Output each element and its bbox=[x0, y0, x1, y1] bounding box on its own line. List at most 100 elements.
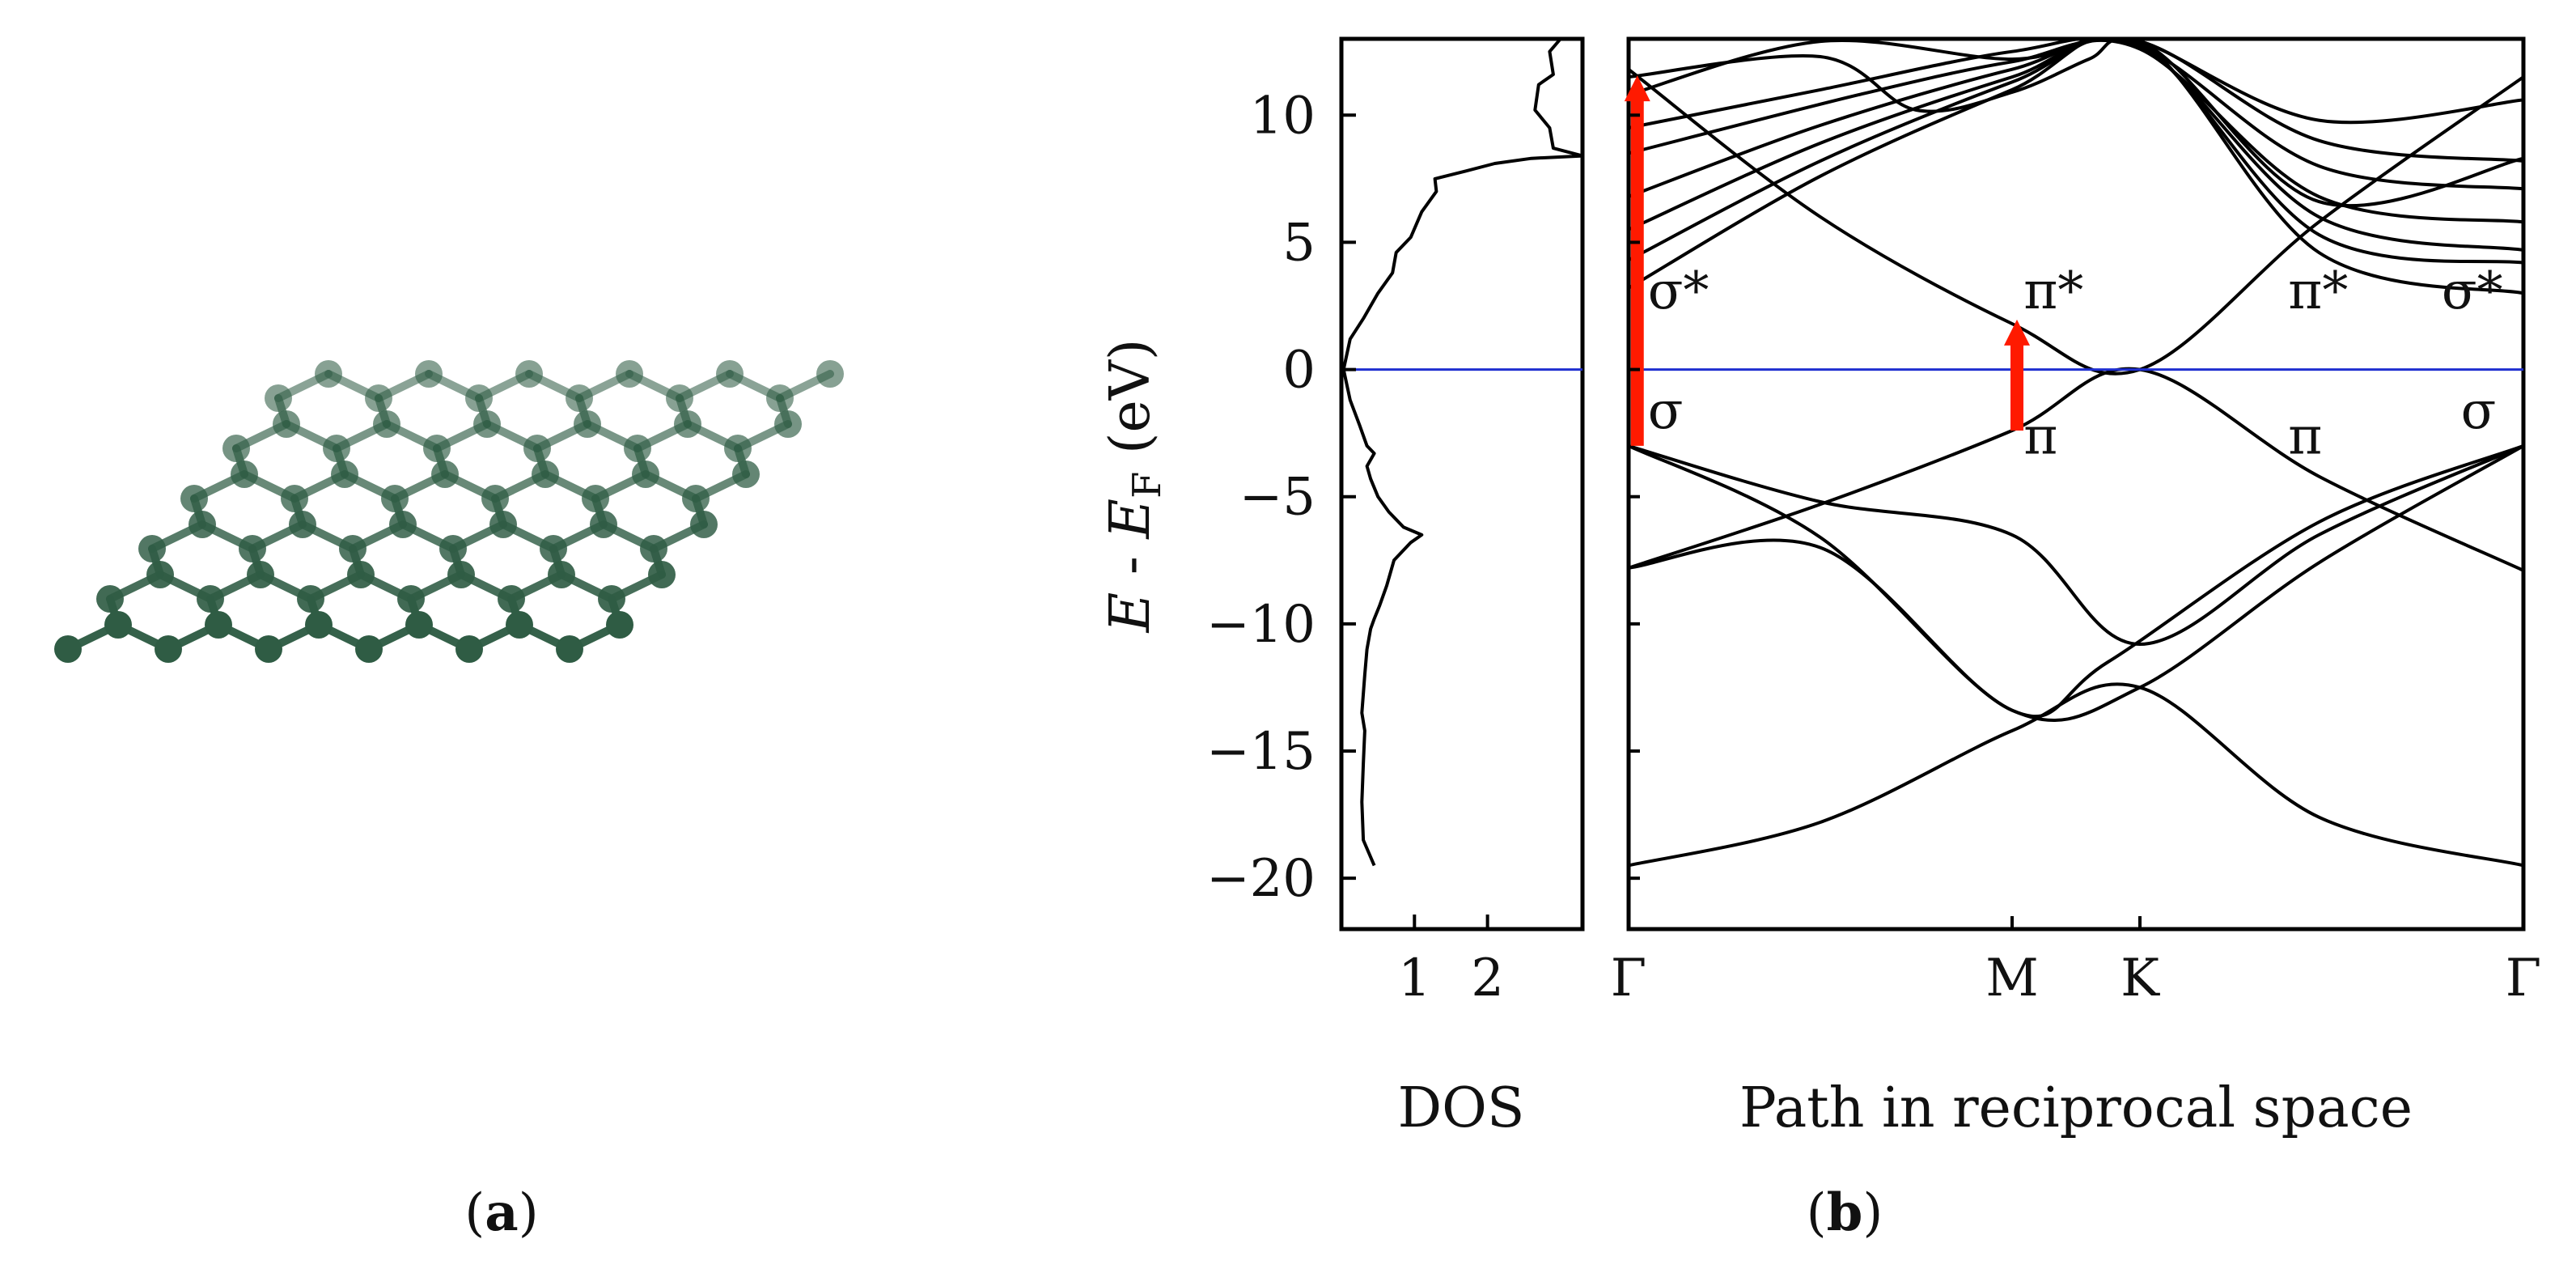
carbon-atom bbox=[405, 611, 433, 639]
band-line-8 bbox=[1629, 39, 2523, 163]
carbon-atom bbox=[281, 485, 308, 512]
band-label: σ bbox=[2461, 381, 2497, 441]
band-label: σ bbox=[1648, 381, 1684, 441]
band-label: π bbox=[2288, 406, 2322, 466]
carbon-atom bbox=[640, 535, 667, 562]
carbon-atom bbox=[690, 511, 718, 538]
carbon-atom bbox=[590, 511, 617, 538]
carbon-atom bbox=[323, 435, 350, 462]
carbon-atom bbox=[373, 410, 400, 438]
y-tick-label: −20 bbox=[1206, 849, 1316, 909]
band-label: π bbox=[2023, 406, 2057, 466]
carbon-atom bbox=[716, 360, 744, 388]
band-line-2 bbox=[1629, 444, 2523, 723]
carbon-atom bbox=[616, 360, 643, 388]
carbon-atom bbox=[180, 485, 208, 512]
carbon-atom bbox=[255, 635, 282, 663]
graphene-lattice bbox=[54, 360, 844, 663]
transition-arrow-head bbox=[2004, 319, 2031, 346]
carbon-atom bbox=[774, 410, 802, 438]
carbon-atom bbox=[205, 611, 232, 639]
carbon-atom bbox=[548, 561, 575, 588]
band-panel: σ* σ π* π π* π σ* σ Γ M K Γ Path in reciprocal spa… bbox=[1611, 36, 2541, 1140]
carbon-atom bbox=[666, 384, 693, 412]
carbon-atom bbox=[231, 460, 258, 488]
carbon-atom bbox=[54, 635, 82, 663]
carbon-atom bbox=[540, 535, 567, 562]
carbon-atom bbox=[197, 585, 224, 613]
carbon-atom bbox=[816, 360, 844, 388]
carbon-atom bbox=[189, 511, 216, 538]
carbon-atom bbox=[297, 585, 324, 613]
carbon-atom bbox=[423, 435, 451, 462]
band-line-10 bbox=[1629, 39, 2523, 224]
carbon-atom bbox=[397, 585, 425, 613]
band-line-14 bbox=[1629, 39, 2523, 295]
carbon-atom bbox=[566, 384, 593, 412]
panel-b-label: (b) bbox=[1807, 1182, 1883, 1243]
carbon-atom bbox=[574, 410, 601, 438]
band-line-13 bbox=[1629, 39, 2523, 262]
carbon-atom bbox=[506, 611, 533, 639]
carbon-atom bbox=[355, 635, 383, 663]
carbon-atom bbox=[766, 384, 794, 412]
band-labels: σ* σ π* π π* π σ* σ bbox=[1648, 261, 2503, 466]
carbon-atom bbox=[682, 485, 710, 512]
carbon-atom bbox=[389, 511, 417, 538]
band-line-4 bbox=[1629, 444, 2523, 646]
y-tick-label: 10 bbox=[1250, 86, 1316, 146]
carbon-atom bbox=[606, 611, 633, 639]
carbon-atom bbox=[674, 410, 701, 438]
carbon-atom bbox=[96, 585, 124, 613]
carbon-atom bbox=[273, 410, 300, 438]
y-axis-label: E - EF (eV) bbox=[1099, 339, 1170, 634]
carbon-atom bbox=[732, 460, 760, 488]
carbon-atom bbox=[146, 561, 174, 588]
lattice-bonds bbox=[64, 370, 834, 653]
carbon-atom bbox=[138, 535, 166, 562]
y-tick-label: −5 bbox=[1239, 468, 1316, 528]
band-line-6 bbox=[1629, 68, 2523, 376]
band-line-3 bbox=[1629, 444, 2523, 719]
carbon-atom bbox=[415, 360, 443, 388]
carbon-atom bbox=[365, 384, 392, 412]
transition-arrows bbox=[1624, 75, 2031, 446]
y-axis-ticks: −20 −15 −10 −5 0 5 10 bbox=[1206, 86, 1640, 909]
carbon-atom bbox=[265, 384, 292, 412]
band-line-11 bbox=[1629, 39, 2523, 252]
transition-arrow-head bbox=[1624, 75, 1650, 102]
carbon-atom bbox=[724, 435, 752, 462]
carbon-atom bbox=[315, 360, 342, 388]
band-line-1 bbox=[1629, 682, 2523, 868]
carbon-atom bbox=[532, 460, 559, 488]
band-line-12 bbox=[1629, 39, 2523, 265]
carbon-atom bbox=[347, 561, 375, 588]
dos-x-label: DOS bbox=[1398, 1076, 1525, 1140]
y-tick-label: 0 bbox=[1282, 341, 1316, 401]
band-label: σ* bbox=[2442, 261, 2503, 321]
band-curves bbox=[1629, 39, 2523, 868]
carbon-atom bbox=[247, 561, 274, 588]
carbon-atom bbox=[473, 410, 501, 438]
dos-frame bbox=[1339, 36, 1585, 932]
carbon-atom bbox=[465, 384, 493, 412]
lattice-atoms bbox=[54, 360, 844, 663]
carbon-atom bbox=[632, 460, 659, 488]
dos-x-tick-label: 1 bbox=[1398, 949, 1431, 1008]
k-point-label: K bbox=[2121, 949, 2160, 1008]
carbon-atom bbox=[289, 511, 316, 538]
dos-x-tick-label: 2 bbox=[1471, 949, 1504, 1008]
carbon-atom bbox=[447, 561, 475, 588]
k-point-label: Γ bbox=[1611, 949, 1646, 1008]
k-point-label: Γ bbox=[2506, 949, 2541, 1008]
band-label: π* bbox=[2023, 261, 2083, 321]
carbon-atom bbox=[381, 485, 409, 512]
band-x-label: Path in reciprocal space bbox=[1739, 1076, 2413, 1140]
carbon-atom bbox=[556, 635, 583, 663]
carbon-atom bbox=[648, 561, 676, 588]
carbon-atom bbox=[489, 511, 517, 538]
